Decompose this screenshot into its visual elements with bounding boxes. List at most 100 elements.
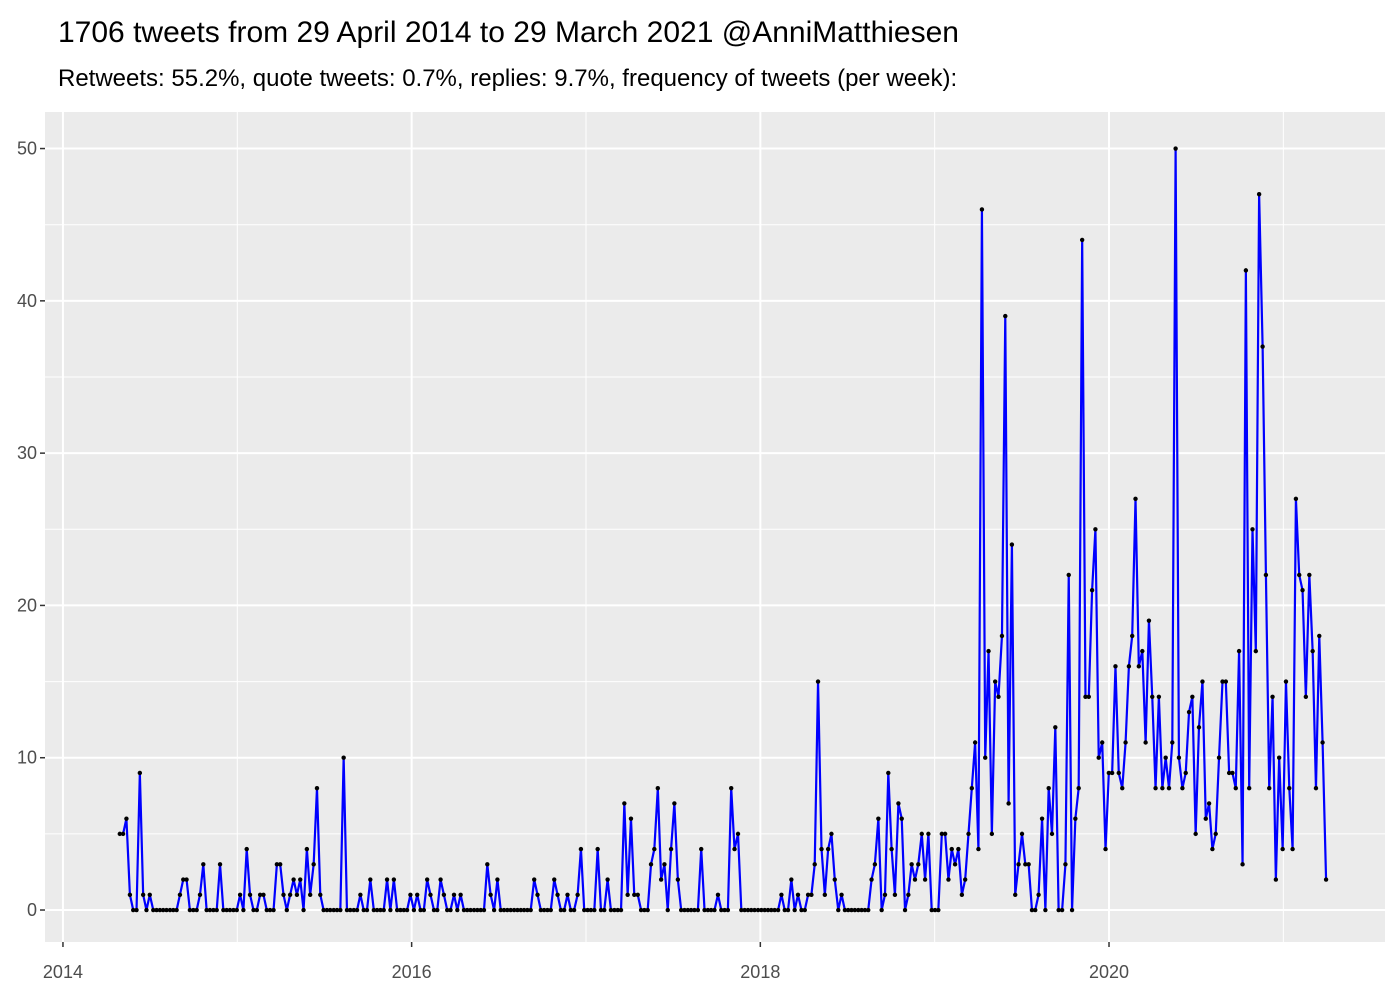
point (922, 877, 928, 882)
point (1079, 237, 1085, 243)
point (117, 831, 122, 837)
point (739, 907, 744, 913)
point (144, 907, 149, 913)
point (438, 877, 443, 882)
point (424, 877, 430, 882)
point (849, 907, 854, 913)
point (809, 892, 814, 897)
point (1029, 907, 1035, 913)
point (992, 679, 998, 684)
point (1136, 664, 1142, 669)
point (541, 907, 547, 913)
point (404, 907, 410, 913)
point (1260, 344, 1265, 349)
point (695, 907, 701, 913)
point (699, 846, 704, 852)
point (485, 862, 490, 867)
x-tick-label: 2014 (43, 962, 83, 982)
point (521, 907, 527, 913)
point (401, 907, 406, 913)
point (1310, 648, 1315, 654)
point (942, 831, 948, 837)
point (725, 907, 731, 913)
point (1240, 862, 1245, 867)
point (912, 877, 918, 882)
point (157, 907, 163, 913)
point (354, 907, 360, 913)
point (759, 907, 764, 913)
point (1243, 268, 1249, 273)
point (207, 907, 213, 913)
point (1113, 664, 1118, 669)
point (421, 907, 427, 913)
point (264, 907, 269, 913)
point (635, 892, 640, 897)
point (642, 907, 647, 913)
point (1006, 801, 1011, 806)
point (1103, 846, 1108, 852)
point (211, 907, 216, 913)
point (478, 907, 483, 913)
point (291, 877, 296, 882)
point (909, 862, 914, 867)
point (1023, 862, 1028, 867)
point (1013, 892, 1018, 897)
point (762, 907, 767, 913)
point (508, 907, 513, 913)
point (545, 907, 550, 913)
point (237, 892, 243, 897)
point (277, 862, 283, 867)
point (755, 907, 761, 913)
point (1120, 785, 1125, 791)
point (889, 846, 894, 852)
point (234, 907, 239, 913)
point (578, 846, 584, 852)
point (445, 907, 450, 913)
point (949, 846, 954, 852)
point (1276, 755, 1282, 760)
point (471, 907, 477, 913)
point (1297, 572, 1302, 578)
point (358, 892, 363, 897)
point (815, 679, 821, 684)
point (819, 846, 824, 852)
point (284, 907, 290, 913)
point (1196, 725, 1202, 730)
point (418, 907, 423, 913)
point (675, 877, 681, 882)
point (708, 907, 714, 913)
point (294, 892, 300, 897)
point (842, 907, 848, 913)
point (1270, 694, 1275, 700)
point (906, 892, 911, 897)
point (391, 877, 397, 882)
point (324, 907, 330, 913)
point (592, 907, 597, 913)
point (314, 785, 320, 791)
point (558, 907, 564, 913)
point (197, 892, 203, 897)
point (745, 907, 751, 913)
point (936, 907, 941, 913)
point (882, 892, 888, 897)
point (1176, 755, 1182, 760)
point (217, 862, 223, 867)
point (595, 846, 600, 852)
point (1287, 785, 1292, 791)
point (1163, 755, 1168, 760)
point (187, 907, 193, 913)
point (224, 907, 229, 913)
point (351, 907, 356, 913)
point (1307, 572, 1312, 578)
point (287, 892, 293, 897)
point (1250, 527, 1255, 532)
point (785, 907, 791, 913)
point (167, 907, 173, 913)
point (645, 907, 650, 913)
point (525, 907, 530, 913)
point (1066, 572, 1071, 578)
point (267, 907, 273, 913)
point (177, 892, 183, 897)
point (832, 877, 837, 882)
point (244, 846, 249, 852)
